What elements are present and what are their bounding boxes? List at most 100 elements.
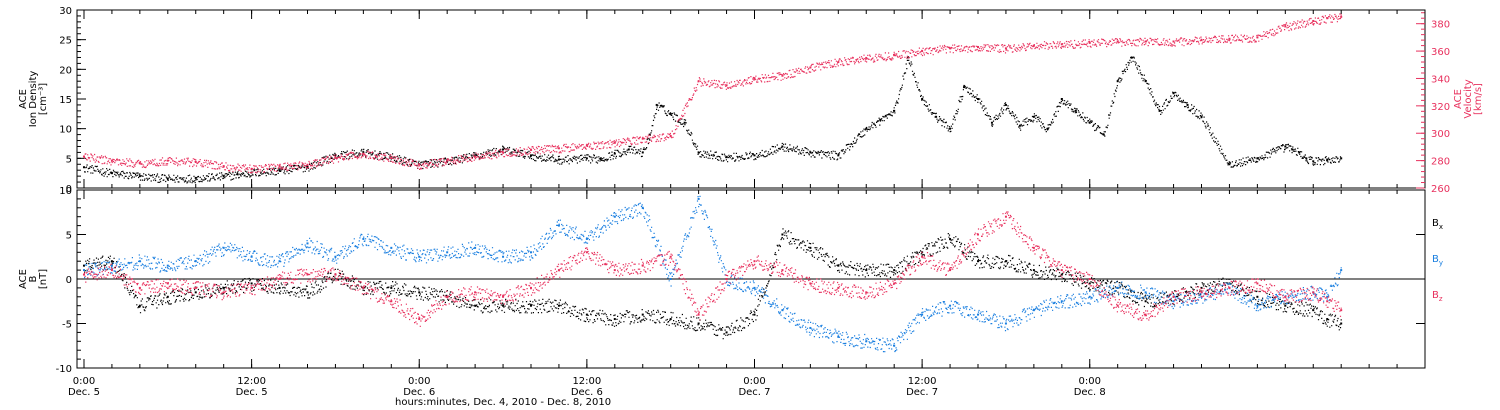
- velocity-point: [1200, 39, 1203, 42]
- field-by-point: [1256, 304, 1259, 307]
- field-tick-label: -5: [62, 320, 72, 331]
- velocity-point: [921, 50, 924, 53]
- density-point: [1326, 158, 1329, 161]
- field-bx-point: [1284, 304, 1287, 307]
- field-bx-point: [306, 291, 309, 294]
- density-point: [725, 156, 728, 159]
- field-tick-label: 0: [66, 275, 72, 286]
- density-point: [963, 86, 966, 89]
- x-tick-time: 0:00: [743, 376, 765, 387]
- density-tick-label: 15: [59, 95, 72, 106]
- field-axis-label: ACE B [nT]: [18, 269, 49, 289]
- density-point: [1032, 115, 1035, 118]
- density-point: [1130, 56, 1133, 59]
- density-point: [1256, 157, 1259, 160]
- field-bx-point: [1256, 295, 1259, 298]
- velocity-point: [474, 155, 477, 158]
- field-bx-point: [1144, 300, 1147, 303]
- x-tick-date: Dec. 5: [68, 387, 100, 398]
- velocity-samples: [84, 13, 1342, 174]
- velocity-point: [781, 74, 784, 77]
- field-bz-point: [1032, 246, 1035, 249]
- field-bx-point: [809, 246, 812, 249]
- velocity-point: [837, 61, 840, 64]
- velocity-point: [166, 159, 169, 162]
- density-point: [362, 151, 365, 154]
- field-bz-point: [781, 269, 784, 272]
- field-by-point: [166, 264, 169, 267]
- x-tick-date: Dec. 6: [403, 387, 435, 398]
- velocity-point: [949, 47, 952, 50]
- field-label-line: ACE: [18, 269, 29, 289]
- field-bz-point: [1200, 291, 1203, 294]
- velocity-label-line: ACE: [1453, 89, 1464, 109]
- field-bx-point: [222, 286, 225, 289]
- field-bx-point: [502, 304, 505, 307]
- density-tick-label: 5: [66, 154, 72, 165]
- field-by-point: [1032, 309, 1035, 312]
- density-point: [613, 152, 616, 155]
- field-by-series: [82, 195, 1343, 353]
- field-bz-point: [1116, 304, 1119, 307]
- field-bx-point: [418, 291, 421, 294]
- field-by-point: [1172, 300, 1175, 303]
- legend-bz: Bz: [1432, 290, 1443, 303]
- velocity-point: [1004, 47, 1007, 50]
- field-bx-point: [837, 264, 840, 267]
- density-point: [306, 165, 309, 168]
- velocity-tick-label: 320: [1431, 102, 1450, 113]
- field-bz-point: [1144, 313, 1147, 316]
- field-bz-point: [1060, 269, 1063, 272]
- field-bx-point: [138, 304, 141, 307]
- velocity-point: [613, 141, 616, 144]
- velocity-point: [641, 137, 644, 140]
- density-point: [1046, 127, 1049, 130]
- field-bz-point: [976, 233, 979, 236]
- x-tick-time: 0:00: [1079, 376, 1101, 387]
- field-bz-point: [557, 269, 560, 272]
- velocity-point: [1312, 19, 1315, 22]
- x-tick-time: 12:00: [572, 376, 601, 387]
- field-bz-point: [222, 291, 225, 294]
- field-bx-point: [781, 233, 784, 236]
- velocity-point: [529, 148, 532, 151]
- legend-subscript: x: [1439, 223, 1443, 231]
- velocity-point: [893, 54, 896, 57]
- field-by-point: [110, 264, 113, 267]
- density-point: [949, 127, 952, 130]
- density-point: [557, 158, 560, 161]
- density-point: [82, 166, 85, 169]
- density-point: [1291, 148, 1294, 151]
- x-tick-date: Dec. 6: [571, 387, 603, 398]
- field-bz-point: [110, 269, 113, 272]
- field-bx-point: [557, 304, 560, 307]
- velocity-point: [557, 147, 560, 150]
- field-bx-point: [1060, 273, 1063, 276]
- field-bz-point: [753, 260, 756, 263]
- field-bz-point: [725, 278, 728, 280]
- density-point: [1200, 115, 1203, 118]
- field-bz-point: [1326, 300, 1329, 303]
- field-bz-point: [138, 286, 141, 289]
- field-bz-point: [949, 269, 952, 272]
- velocity-tick-label: 360: [1431, 47, 1450, 58]
- field-by-point: [362, 237, 365, 240]
- field-bx-point: [390, 286, 393, 289]
- density-tick-label: 25: [59, 36, 72, 47]
- field-bz-point: [194, 286, 197, 289]
- field-bz-series: [82, 211, 1343, 327]
- velocity-point: [222, 165, 225, 168]
- velocity-point: [1144, 40, 1147, 43]
- field-bz-point: [446, 295, 449, 298]
- density-point: [1074, 109, 1077, 112]
- density-point: [990, 121, 993, 124]
- density-label-line: Ion Density: [28, 71, 39, 128]
- density-point: [1116, 80, 1119, 83]
- field-bx-point: [585, 313, 588, 316]
- field-by-point: [557, 224, 560, 227]
- velocity-tick-label: 340: [1431, 74, 1450, 85]
- legend-letter: B: [1432, 254, 1439, 265]
- field-bx-point: [278, 286, 281, 289]
- density-point: [935, 115, 938, 118]
